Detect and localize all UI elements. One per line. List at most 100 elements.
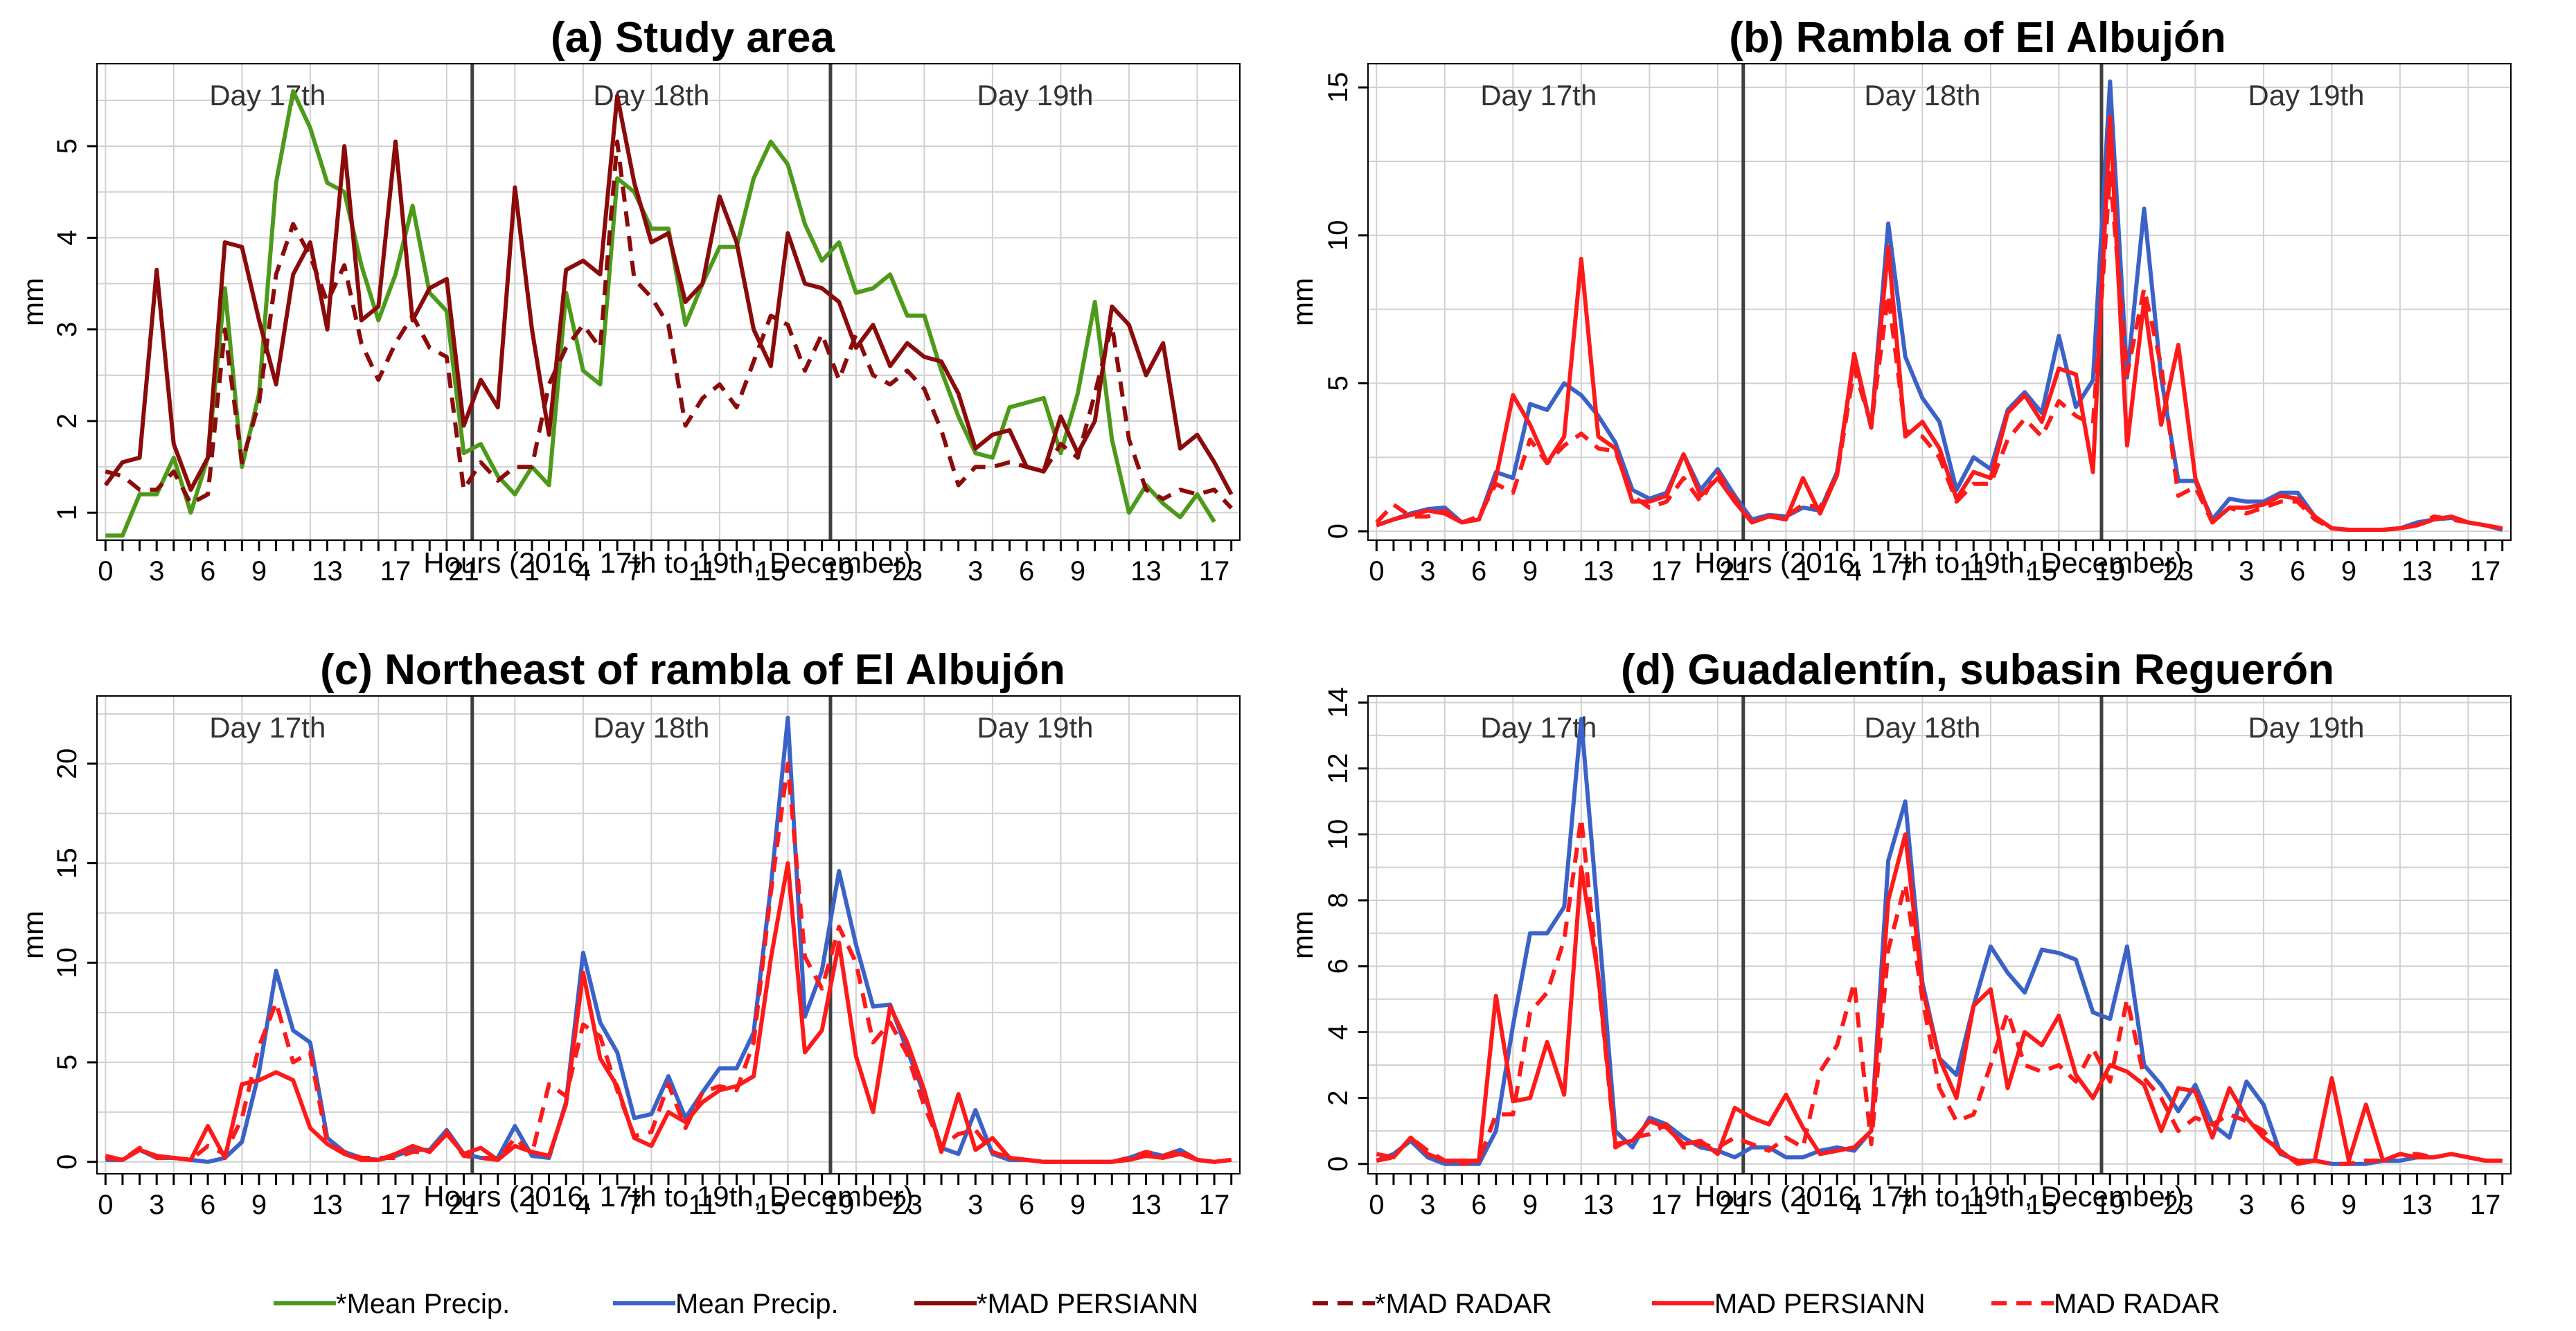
series-line	[105, 139, 1233, 510]
x-tick-label: 9	[1522, 556, 1538, 587]
x-tick-label: 3	[1420, 1190, 1435, 1220]
x-tick-label: 17	[380, 1190, 411, 1220]
x-tick-label: 0	[98, 1190, 113, 1220]
x-tick-label: 15	[2027, 556, 2058, 587]
x-tick-label: 9	[2341, 556, 2356, 587]
x-tick-label: 21	[448, 1190, 479, 1220]
y-tick-label: 15	[1323, 72, 1353, 103]
x-tick-label: 13	[2401, 556, 2433, 587]
panel-title: (d) Guadalentín, subasin Reguerón	[1621, 646, 2334, 694]
day-label: Day 17th	[1480, 79, 1597, 111]
x-tick-label: 0	[1369, 556, 1384, 587]
y-tick-label: 2	[1323, 1090, 1353, 1105]
x-tick-label: 15	[756, 556, 787, 587]
y-tick-label: 2	[52, 413, 82, 429]
x-tick-label: 17	[1199, 1190, 1230, 1220]
panel-title: (b) Rambla of El Albujón	[1729, 14, 2226, 62]
x-tick-label: 6	[1019, 1190, 1034, 1220]
x-tick-label: 15	[756, 1190, 787, 1220]
x-tick-label: 4	[1847, 1190, 1862, 1220]
x-tick-label: 15	[2027, 1190, 2058, 1220]
x-tick-label: 23	[892, 556, 923, 587]
x-tick-label: 13	[1130, 556, 1162, 587]
x-tick-label: 7	[627, 556, 642, 587]
x-tick-label: 7	[1898, 1190, 1913, 1220]
day-label: Day 19th	[977, 79, 1093, 111]
legend-label: *MAD PERSIANN	[977, 1289, 1198, 1319]
x-tick-label: 4	[1847, 556, 1862, 587]
y-tick-label: 12	[1323, 753, 1353, 784]
x-tick-label: 6	[1019, 556, 1034, 587]
legend-label: MAD RADAR	[2054, 1289, 2220, 1319]
day-label: Day 17th	[209, 79, 326, 111]
series-line	[1376, 832, 2503, 1166]
day-label: Day 18th	[593, 711, 709, 744]
x-tick-label: 19	[2095, 556, 2126, 587]
x-tick-label: 21	[1719, 556, 1750, 587]
x-tick-label: 6	[2290, 1190, 2305, 1220]
x-tick-label: 13	[312, 556, 343, 587]
y-tick-label: 20	[52, 749, 82, 780]
x-tick-label: 19	[824, 556, 855, 587]
x-axis-label: Hours (2016, 17th to 19th, December)	[423, 546, 913, 579]
x-tick-label: 17	[1651, 556, 1682, 587]
x-tick-label: 0	[1369, 1190, 1384, 1220]
y-tick-label: 10	[1323, 819, 1353, 850]
plot-area	[1368, 64, 2511, 540]
y-tick-label: 14	[1323, 687, 1353, 718]
x-tick-label: 4	[576, 556, 591, 587]
x-tick-label: 17	[1199, 556, 1230, 587]
day-label: Day 19th	[2248, 79, 2364, 111]
x-tick-label: 3	[149, 556, 164, 587]
x-tick-label: 13	[2401, 1190, 2433, 1220]
day-label: Day 19th	[977, 711, 1093, 744]
x-tick-label: 11	[1959, 556, 1988, 587]
y-tick-label: 4	[1323, 1024, 1353, 1039]
x-tick-label: 13	[1130, 1190, 1162, 1220]
x-tick-label: 6	[200, 556, 215, 587]
x-tick-label: 9	[251, 1190, 267, 1220]
plot-area	[1368, 696, 2511, 1174]
y-tick-label: 0	[1323, 524, 1353, 539]
panel-d: (d) Guadalentín, subasin Reguerón Hours …	[1286, 646, 2512, 1220]
legend-label: *MAD RADAR	[1375, 1289, 1552, 1319]
x-tick-label: 13	[312, 1190, 343, 1220]
y-axis-label: mm	[17, 278, 49, 326]
x-tick-label: 9	[1522, 1190, 1538, 1220]
series-line	[105, 761, 1232, 1164]
x-axis-label: Hours (2016, 17th to 19th, December)	[1694, 546, 2184, 579]
x-tick-label: 1	[524, 1190, 540, 1220]
x-tick-label: 17	[2470, 556, 2501, 587]
y-tick-label: 10	[1323, 220, 1353, 251]
x-tick-label: 3	[2239, 556, 2254, 587]
x-tick-label: 3	[1420, 556, 1435, 587]
x-tick-label: 9	[1070, 556, 1085, 587]
x-tick-label: 23	[892, 1190, 923, 1220]
y-tick-label: 10	[52, 947, 82, 979]
x-tick-label: 6	[1471, 1190, 1486, 1220]
day-label: Day 18th	[1864, 79, 1980, 111]
day-label: Day 17th	[209, 711, 326, 744]
x-tick-label: 21	[448, 556, 479, 587]
x-tick-label: 3	[968, 1190, 983, 1220]
legend: *Mean Precip. Mean Precip. *MAD PERSIANN *M…	[274, 1289, 2220, 1319]
y-tick-label: 0	[1323, 1156, 1353, 1172]
x-tick-label: 7	[627, 1190, 642, 1220]
x-tick-label: 6	[2290, 556, 2305, 587]
x-tick-label: 23	[2163, 556, 2194, 587]
y-tick-label: 3	[52, 322, 82, 337]
y-axis-label: mm	[1286, 278, 1319, 326]
x-tick-label: 11	[688, 1190, 717, 1220]
y-tick-label: 4	[52, 230, 82, 245]
panel-c: (c) Northeast of rambla of El Albujón Ho…	[17, 646, 1241, 1220]
x-tick-label: 13	[1583, 1190, 1614, 1220]
panel-title: (c) Northeast of rambla of El Albujón	[320, 646, 1065, 694]
x-tick-label: 9	[2341, 1190, 2356, 1220]
y-tick-label: 6	[1323, 958, 1353, 974]
x-tick-label: 23	[2163, 1190, 2194, 1220]
y-tick-label: 8	[1323, 893, 1353, 908]
x-tick-label: 0	[98, 556, 113, 587]
y-axis-label: mm	[1286, 911, 1319, 959]
series-line	[1376, 816, 2503, 1166]
y-tick-label: 5	[52, 139, 82, 154]
